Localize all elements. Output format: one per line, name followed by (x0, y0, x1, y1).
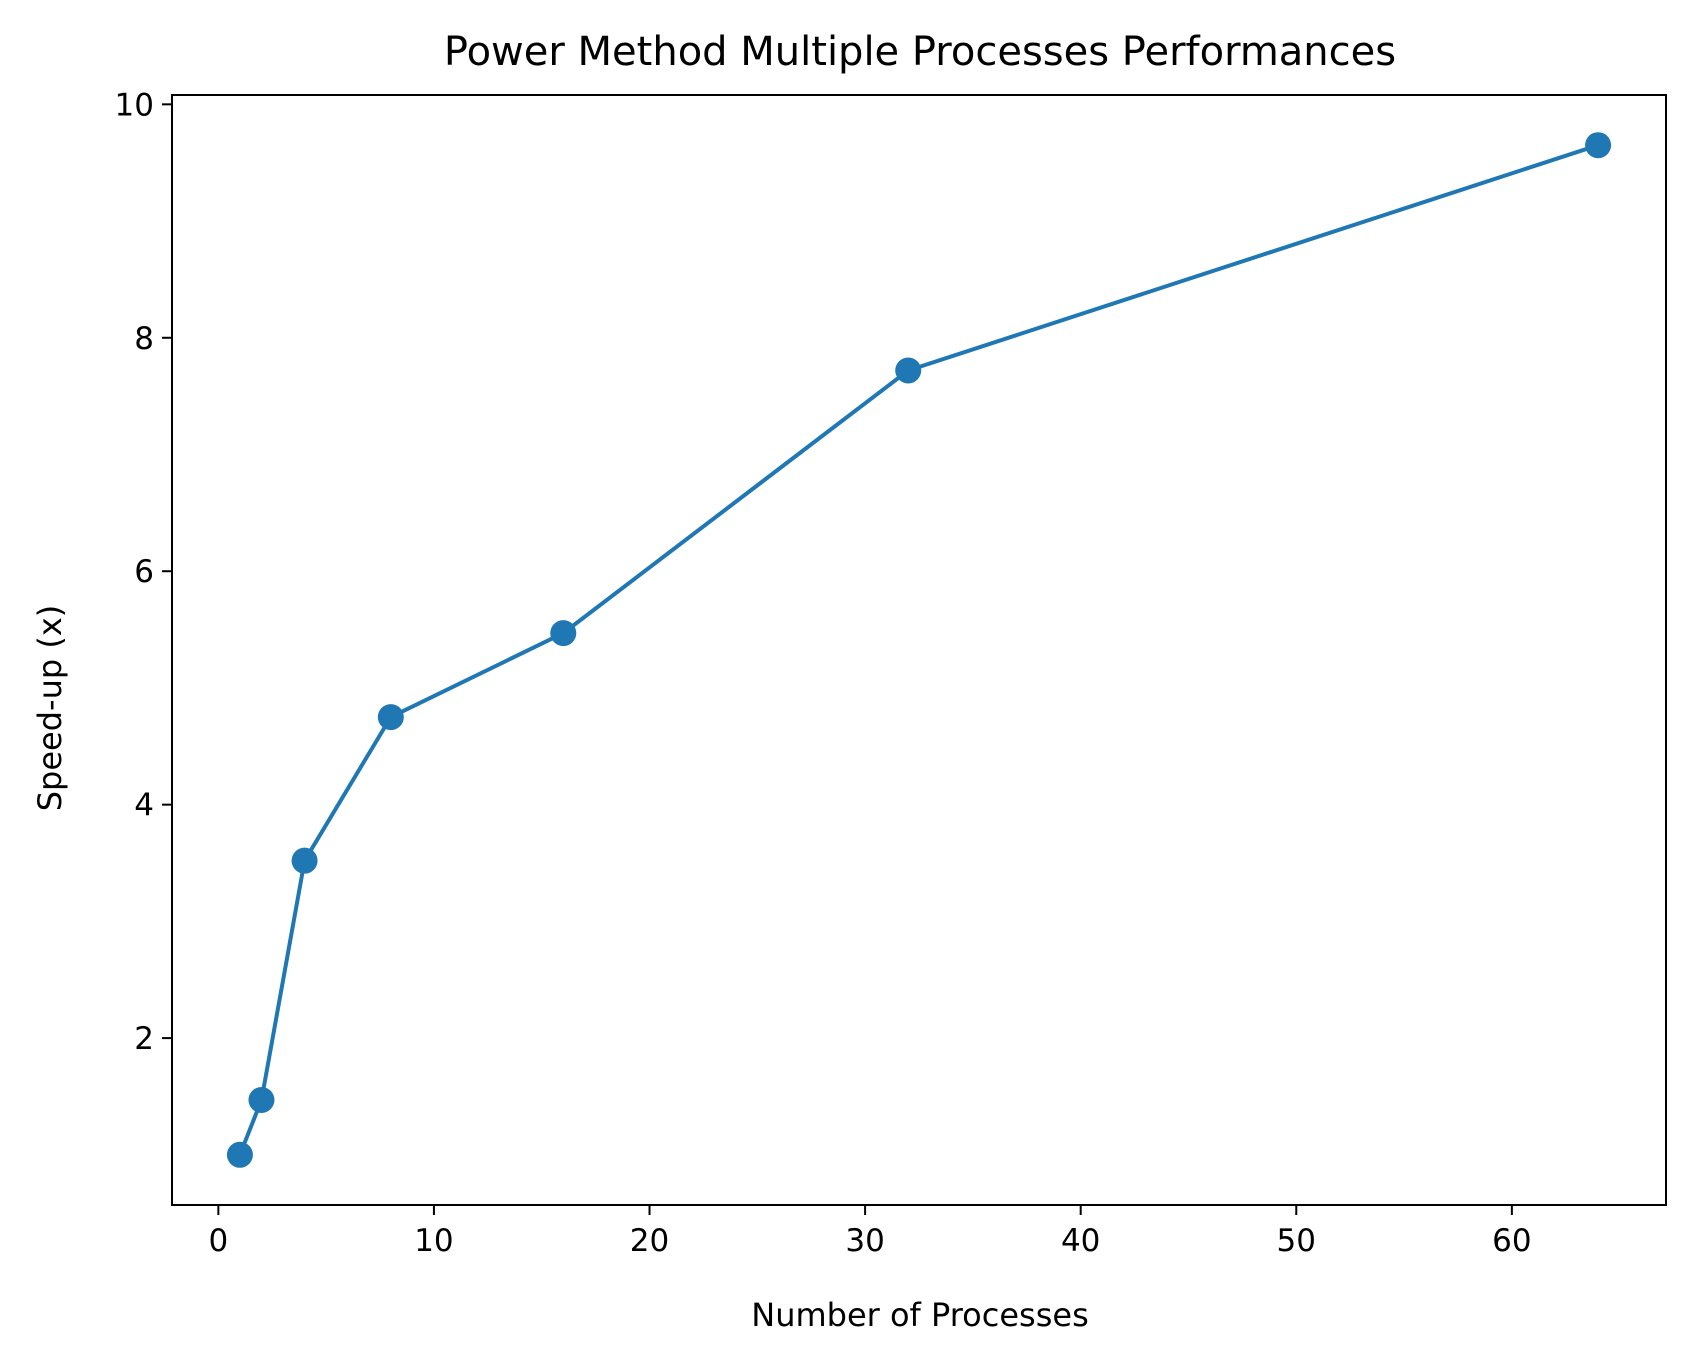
y-axis-label: Speed-up (x) (31, 605, 69, 812)
data-point (377, 704, 404, 731)
y-tick-label: 2 (134, 1021, 154, 1057)
data-point (895, 357, 922, 384)
x-tick-label: 0 (208, 1223, 228, 1259)
x-tick-label: 40 (1061, 1223, 1100, 1259)
y-tick-label: 8 (134, 321, 154, 357)
y-tick-label: 4 (134, 788, 154, 824)
y-tick-label: 10 (115, 87, 154, 123)
data-point (1585, 132, 1612, 159)
x-tick-label: 50 (1277, 1223, 1316, 1259)
plot-series (226, 132, 1612, 1168)
x-tick-label: 20 (630, 1223, 669, 1259)
x-tick-label: 30 (845, 1223, 884, 1259)
x-axis: 0 10 20 30 40 50 60 (208, 1205, 1532, 1259)
data-point (248, 1086, 275, 1113)
y-tick-label: 6 (134, 554, 154, 590)
data-point (291, 847, 318, 874)
x-tick-label: 10 (414, 1223, 453, 1259)
y-axis: 2 4 6 8 10 (115, 87, 172, 1057)
chart-title: Power Method Multiple Processes Performa… (444, 29, 1396, 75)
plot-frame (171, 94, 1667, 1206)
data-point (226, 1141, 253, 1168)
x-tick-label: 60 (1492, 1223, 1531, 1259)
x-axis-label: Number of Processes (751, 1296, 1088, 1334)
data-point (550, 620, 577, 647)
